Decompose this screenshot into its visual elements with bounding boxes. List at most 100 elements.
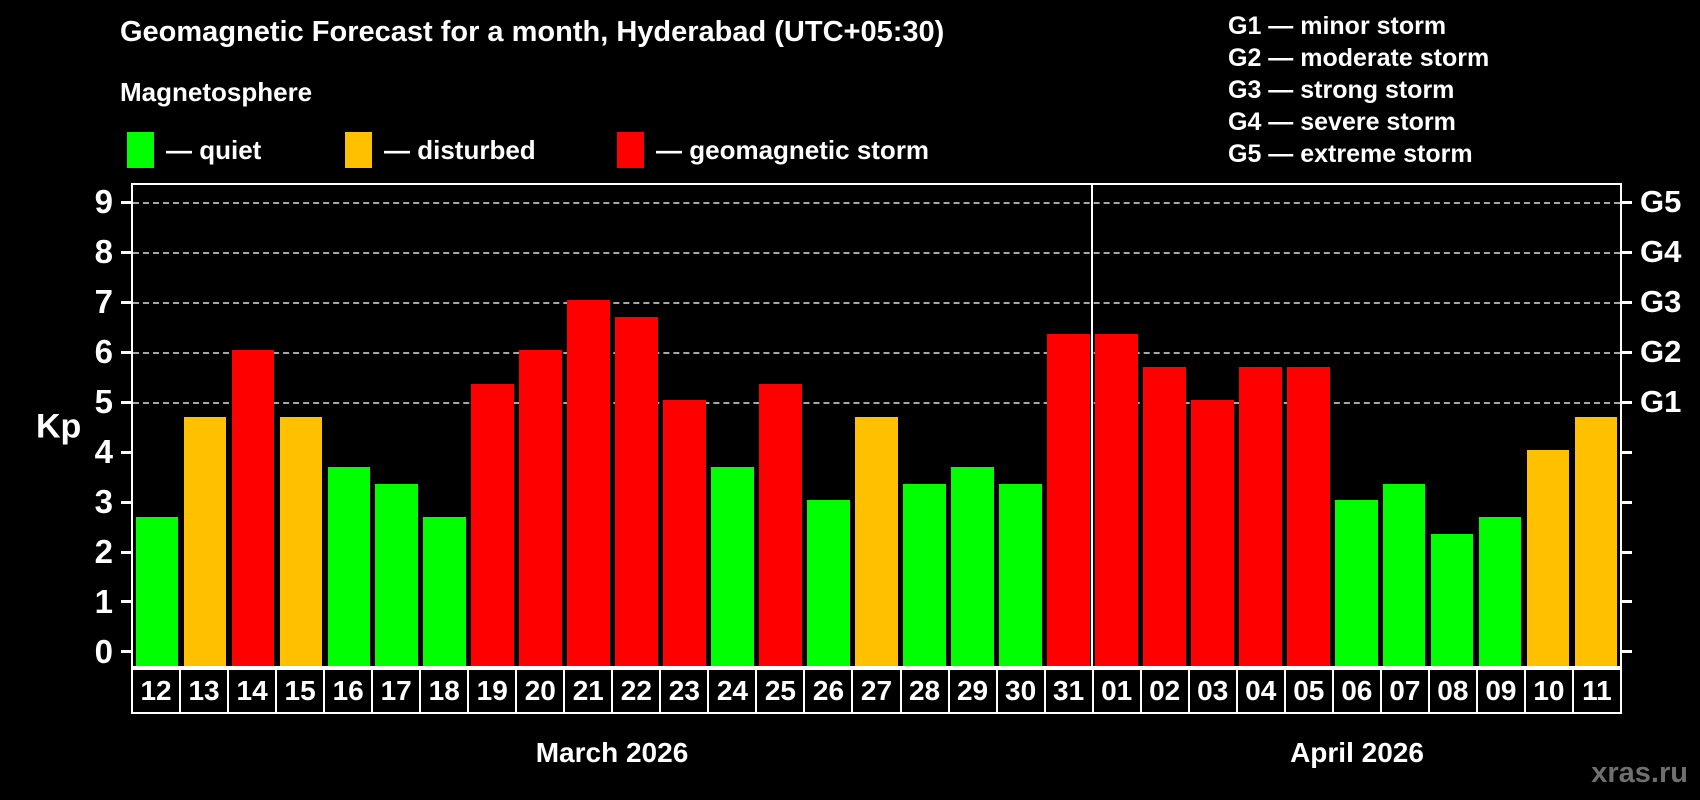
right-axis-tick-7 (1622, 300, 1632, 304)
day-label-cell-22: 22 (611, 668, 662, 714)
y-axis-label-6: 6 (94, 333, 113, 371)
y-axis-label-9: 9 (94, 183, 113, 221)
y-axis-label-2: 2 (94, 533, 113, 571)
month-label-march: March 2026 (535, 737, 689, 768)
day-label-cell-09: 09 (1475, 668, 1526, 714)
day-label-cell-31: 31 (1043, 668, 1094, 714)
left-axis-tick-8 (121, 250, 131, 254)
y-axis-label-3: 3 (94, 483, 113, 521)
storm-scale-legend: G1 — minor storm G2 — moderate storm G3 … (1228, 10, 1489, 170)
kp-bar-day-12 (135, 516, 179, 666)
right-axis-tick-5 (1622, 400, 1632, 404)
y-axis-label-0: 0 (94, 632, 113, 670)
kp-bar-day-02 (1142, 366, 1186, 666)
left-axis-tick-6 (121, 350, 131, 354)
plot-area (131, 183, 1622, 668)
gridline-kp-5 (133, 402, 1620, 405)
right-axis-tick-2 (1622, 550, 1632, 554)
kp-bar-day-11 (1574, 416, 1618, 666)
g-axis-label-g5: G5 (1640, 184, 1682, 220)
kp-bar-day-29 (951, 466, 994, 666)
disturbed-color-swatch (345, 132, 372, 168)
day-label-cell-04: 04 (1235, 668, 1286, 714)
legend-item-disturbed: — disturbed (345, 130, 536, 170)
day-label-cell-17: 17 (371, 668, 422, 714)
kp-bar-day-05 (1286, 366, 1330, 666)
day-label-cell-15: 15 (275, 668, 326, 714)
day-label-cell-11: 11 (1571, 668, 1622, 714)
left-axis-tick-2 (121, 550, 131, 554)
day-label-cell-10: 10 (1523, 668, 1574, 714)
day-label-cell-25: 25 (755, 668, 806, 714)
kp-bar-day-27 (855, 416, 898, 666)
storm-scale-g4: G4 — severe storm (1228, 108, 1456, 136)
kp-bar-day-14 (231, 350, 275, 666)
right-axis-tick-4 (1622, 450, 1632, 454)
month-label-april: April 2026 (1290, 737, 1424, 768)
g-axis-label-g3: G3 (1640, 284, 1682, 320)
watermark-xras: xras.ru (1591, 757, 1688, 789)
left-axis-tick-4 (121, 450, 131, 454)
day-label-cell-06: 06 (1331, 668, 1382, 714)
kp-bar-day-01 (1094, 333, 1138, 666)
day-label-cell-26: 26 (803, 668, 854, 714)
kp-bar-day-20 (519, 350, 563, 666)
kp-bar-day-03 (1190, 400, 1234, 666)
day-label-row: 12 13 14 15 16 17 18 19 20 21 22 23 24 25 26 27 28 29 30 31… (131, 668, 1622, 714)
y-axis-title-kp: Kp (36, 407, 82, 446)
kp-bar-day-31 (1047, 333, 1090, 666)
left-axis-tick-9 (121, 200, 131, 204)
kp-bar-day-10 (1526, 450, 1570, 666)
left-axis-tick-0 (121, 650, 131, 654)
legend-storm-label: — geomagnetic storm (656, 134, 930, 165)
y-axis-label-8: 8 (94, 233, 113, 271)
gridline-kp-8 (133, 252, 1620, 255)
day-label-cell-02: 02 (1139, 668, 1190, 714)
day-label-cell-27: 27 (851, 668, 902, 714)
kp-bar-day-17 (375, 483, 419, 666)
gridline-kp-9 (133, 202, 1620, 205)
kp-bar-day-06 (1334, 500, 1378, 666)
day-label-cell-13: 13 (179, 668, 230, 714)
day-label-cell-23: 23 (659, 668, 710, 714)
kp-bar-day-09 (1478, 516, 1522, 666)
kp-bar-day-19 (471, 383, 515, 666)
storm-color-swatch (617, 132, 644, 168)
kp-bar-day-23 (663, 400, 706, 666)
right-axis-tick-6 (1622, 350, 1632, 354)
kp-bar-day-04 (1238, 366, 1282, 666)
kp-bar-day-24 (711, 466, 754, 666)
kp-bar-day-07 (1382, 483, 1426, 666)
storm-scale-g2: G2 — moderate storm (1228, 44, 1490, 72)
y-axis-label-1: 1 (94, 582, 113, 620)
left-axis-tick-3 (121, 500, 131, 504)
left-axis-tick-5 (121, 400, 131, 404)
kp-bar-day-15 (279, 416, 323, 666)
day-label-cell-16: 16 (323, 668, 374, 714)
quiet-color-swatch (127, 132, 154, 168)
storm-scale-g5: G5 — extreme storm (1228, 140, 1473, 168)
day-label-cell-24: 24 (707, 668, 758, 714)
day-label-cell-29: 29 (947, 668, 998, 714)
day-label-cell-03: 03 (1187, 668, 1238, 714)
kp-bar-day-18 (423, 516, 467, 666)
legend-quiet-label: — quiet (166, 134, 262, 165)
legend-item-storm: — geomagnetic storm (617, 130, 929, 170)
day-label-cell-07: 07 (1379, 668, 1430, 714)
legend-disturbed-label: — disturbed (384, 134, 536, 165)
kp-bar-day-28 (903, 483, 946, 666)
kp-bar-day-08 (1430, 533, 1474, 666)
gridline-kp-6 (133, 352, 1620, 355)
day-label-cell-08: 08 (1427, 668, 1478, 714)
day-label-cell-01: 01 (1091, 668, 1142, 714)
right-axis-tick-3 (1622, 500, 1632, 504)
day-label-cell-05: 05 (1283, 668, 1334, 714)
storm-scale-g3: G3 — strong storm (1228, 76, 1455, 104)
day-label-cell-28: 28 (899, 668, 950, 714)
day-label-cell-21: 21 (563, 668, 614, 714)
day-label-cell-30: 30 (995, 668, 1046, 714)
g-axis-label-g1: G1 (1640, 384, 1682, 420)
right-axis-tick-0 (1622, 650, 1632, 654)
kp-bar-day-26 (807, 500, 850, 666)
kp-bar-day-13 (183, 416, 227, 666)
